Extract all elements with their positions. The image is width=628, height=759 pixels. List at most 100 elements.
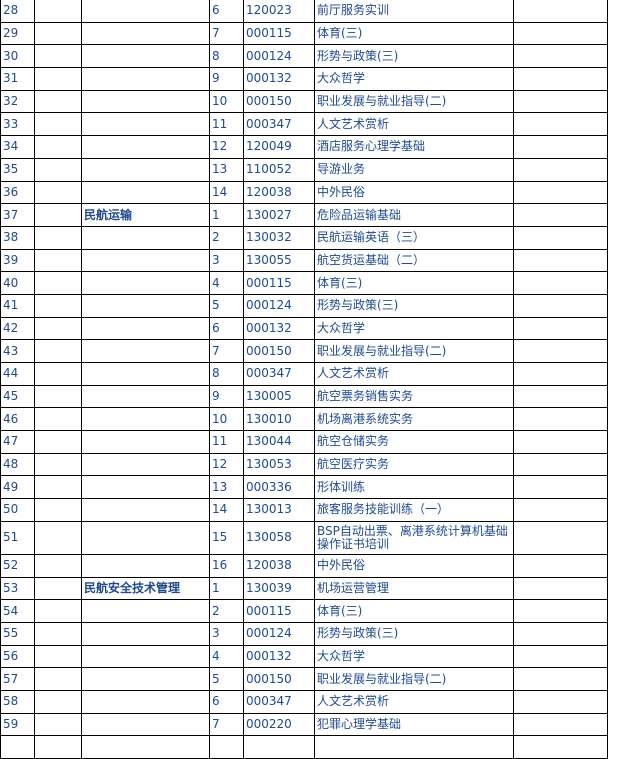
table-row: 30 8 000124 形势与政策(三) [0, 44, 608, 69]
empty-cell [34, 248, 82, 273]
sequence-cell: 11 [209, 112, 244, 137]
major-cell: 民航安全技术管理 [81, 576, 210, 601]
remarks-cell [513, 384, 608, 409]
course-name-cell: 航空票务销售实务 [314, 384, 514, 409]
empty-cell [34, 689, 82, 714]
row-number-cell: 48 [0, 452, 35, 477]
sequence-cell: 3 [209, 248, 244, 273]
course-name-cell: 犯罪心理学基础 [314, 712, 514, 737]
major-cell [81, 67, 210, 91]
course-code-cell: 000124 [243, 293, 315, 318]
remarks-cell [513, 553, 608, 578]
course-name-cell: 大众哲学 [314, 316, 514, 341]
course-name-cell: 形体训练 [314, 475, 514, 500]
empty-cell [34, 599, 82, 623]
row-number-cell: 58 [0, 689, 35, 714]
table-row: 53 民航安全技术管理 1 130039 机场运营管理 [0, 576, 608, 601]
course-name-cell: 导游业务 [314, 157, 514, 182]
major-cell [81, 475, 210, 500]
major-cell [81, 452, 210, 477]
empty-cell [34, 316, 82, 341]
row-number-cell: 49 [0, 475, 35, 500]
row-number-cell: 57 [0, 667, 35, 691]
sequence-cell: 3 [209, 621, 244, 646]
table-row: 37 民航运输 1 130027 危险品运输基础 [0, 203, 608, 227]
table-row: 51 15 130058 BSP自动出票、离港系统计算机基础操作证书培训 [0, 520, 608, 555]
course-name-cell: 体育(三) [314, 271, 514, 295]
remarks-cell [513, 712, 608, 737]
sequence-cell: 8 [209, 362, 244, 386]
table-row: 56 4 000132 大众哲学 [0, 644, 608, 669]
course-name-cell: 职业发展与就业指导(二) [314, 339, 514, 363]
table-row: 46 10 130010 机场离港系统实务 [0, 407, 608, 432]
table-row: 55 3 000124 形势与政策(三) [0, 621, 608, 646]
sequence-cell [209, 735, 244, 759]
row-number-cell: 39 [0, 248, 35, 273]
empty-cell [34, 553, 82, 578]
table-row: 43 7 000150 职业发展与就业指导(二) [0, 339, 608, 363]
course-code-cell: 000132 [243, 644, 315, 669]
course-code-cell: 130044 [243, 430, 315, 454]
empty-cell [34, 362, 82, 386]
course-code-cell: 000115 [243, 599, 315, 623]
course-code-cell: 000150 [243, 89, 315, 114]
remarks-cell [513, 271, 608, 295]
course-code-cell: 000150 [243, 667, 315, 691]
row-number-cell: 55 [0, 621, 35, 646]
sequence-cell: 10 [209, 89, 244, 114]
remarks-cell [513, 667, 608, 691]
row-number-cell: 56 [0, 644, 35, 669]
course-name-cell: 人文艺术赏析 [314, 112, 514, 137]
table-row: 39 3 130055 航空货运基础（二） [0, 248, 608, 273]
course-code-cell: 000124 [243, 44, 315, 69]
table-row: 54 2 000115 体育(三) [0, 599, 608, 623]
major-cell [81, 407, 210, 432]
major-cell [81, 339, 210, 363]
remarks-cell [513, 599, 608, 623]
course-code-cell: 130010 [243, 407, 315, 432]
remarks-cell [513, 452, 608, 477]
course-code-cell: 000220 [243, 712, 315, 737]
major-cell [81, 225, 210, 250]
empty-cell [34, 112, 82, 137]
major-cell [81, 735, 210, 759]
course-table: 28 6 120023 前厅服务实训 29 7 000115 体育(三) 30 8 000124 形势… [0, 0, 608, 759]
sequence-cell: 14 [209, 498, 244, 522]
sequence-cell: 12 [209, 452, 244, 477]
sequence-cell: 13 [209, 475, 244, 500]
remarks-cell [513, 407, 608, 432]
course-name-cell: BSP自动出票、离港系统计算机基础操作证书培训 [314, 520, 514, 555]
course-code-cell: 120049 [243, 135, 315, 159]
sequence-cell: 7 [209, 712, 244, 737]
course-name-cell: 航空货运基础（二） [314, 248, 514, 273]
row-number-cell: 42 [0, 316, 35, 341]
row-number-cell: 41 [0, 293, 35, 318]
major-cell [81, 0, 210, 23]
major-cell [81, 293, 210, 318]
course-name-cell: 旅客服务技能训练（一） [314, 498, 514, 522]
table-row: 48 12 130053 航空医疗实务 [0, 452, 608, 477]
major-cell [81, 316, 210, 341]
remarks-cell [513, 21, 608, 46]
course-name-cell: 中外民俗 [314, 553, 514, 578]
major-cell [81, 89, 210, 114]
row-number-cell: 29 [0, 21, 35, 46]
empty-cell [34, 157, 82, 182]
empty-cell [34, 271, 82, 295]
sequence-cell: 9 [209, 67, 244, 91]
course-name-cell: 酒店服务心理学基础 [314, 135, 514, 159]
row-number-cell: 40 [0, 271, 35, 295]
major-cell [81, 384, 210, 409]
empty-cell [34, 712, 82, 737]
row-number-cell: 33 [0, 112, 35, 137]
course-code-cell: 110052 [243, 157, 315, 182]
table-row: 52 16 120038 中外民俗 [0, 553, 608, 578]
empty-cell [34, 89, 82, 114]
remarks-cell [513, 157, 608, 182]
course-name-cell: 职业发展与就业指导(二) [314, 667, 514, 691]
sequence-cell: 4 [209, 271, 244, 295]
row-number-cell: 51 [0, 520, 35, 555]
course-code-cell: 130027 [243, 203, 315, 227]
row-number-cell: 54 [0, 599, 35, 623]
empty-cell [34, 407, 82, 432]
